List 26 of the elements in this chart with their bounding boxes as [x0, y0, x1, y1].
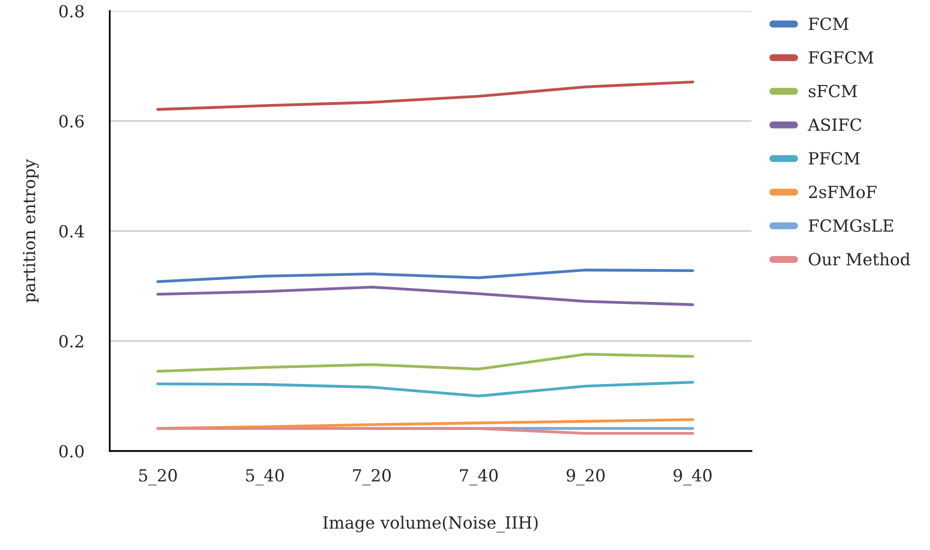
line-series	[156, 80, 694, 111]
x-tick-label: 9_20	[566, 469, 605, 486]
legend-label: ASIFC	[808, 118, 862, 131]
line-series	[156, 268, 694, 283]
legend-label: Our Method	[808, 252, 910, 266]
x-tick-label: 7_40	[460, 469, 498, 486]
line-series	[156, 286, 694, 306]
x-axis-title: Image volume(Noise_IIH)	[323, 516, 538, 533]
y-tick-label: 0.0	[59, 444, 84, 458]
y-tick-label: 0.6	[59, 114, 84, 128]
y-tick-label: 0.8	[59, 4, 84, 18]
y-tick-label: 0.2	[59, 334, 84, 348]
legend-label: PFCM	[808, 152, 860, 165]
line-series	[156, 380, 694, 398]
y-axis-title: partition entropy	[22, 159, 39, 303]
legend-label: 2sFMoF	[808, 186, 877, 198]
legend-label: FCM	[808, 17, 848, 30]
legend-label: FCMGsLE	[808, 219, 894, 232]
legend-label: FGFCM	[808, 51, 874, 64]
x-tick-label: 7_20	[353, 469, 391, 486]
line-series	[156, 352, 694, 373]
y-tick-label: 0.4	[59, 224, 84, 238]
x-tick-label: 5_40	[246, 469, 284, 486]
legend-label: sFCM	[808, 84, 857, 98]
x-tick-label: 9_40	[674, 469, 712, 486]
x-tick-label: 5_20	[139, 469, 177, 486]
